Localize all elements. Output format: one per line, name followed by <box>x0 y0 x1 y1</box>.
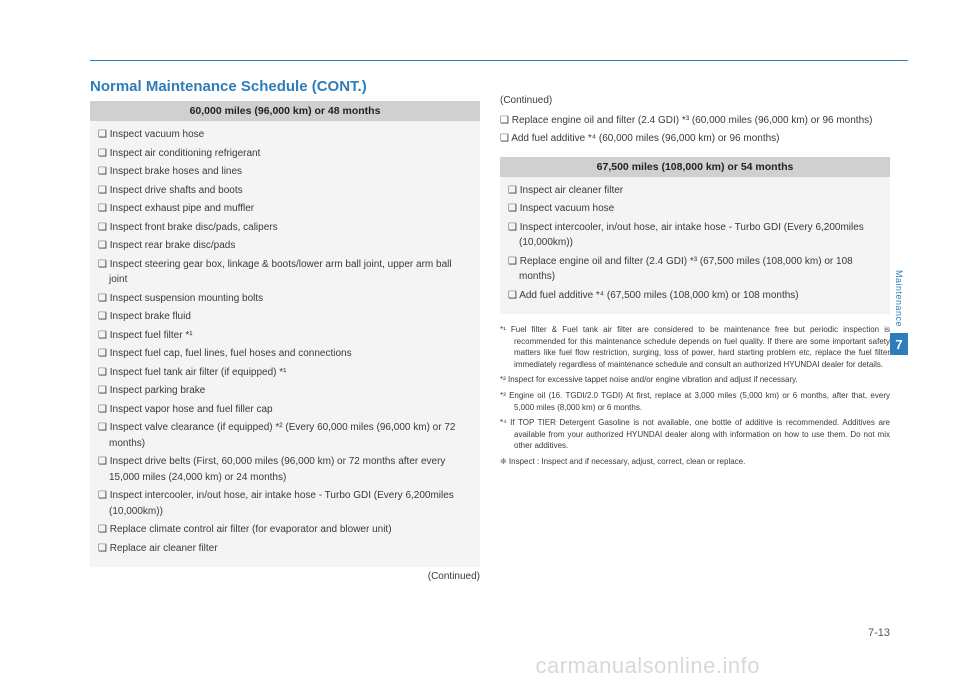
spacer <box>500 78 890 93</box>
footnotes: *¹ Fuel filter & Fuel tank air filter ar… <box>500 324 890 468</box>
side-tab: Maintenance 7 <box>890 270 908 355</box>
list-item: ❑ Inspect brake hoses and lines <box>98 164 472 180</box>
section-header-60k: 60,000 miles (96,000 km) or 48 months <box>90 101 480 121</box>
page-title: Normal Maintenance Schedule (CONT.) <box>90 78 480 95</box>
continued-block: (Continued) ❑ Replace engine oil and fil… <box>500 93 890 147</box>
list-item: ❑ Add fuel additive *⁴ (60,000 miles (96… <box>500 131 890 147</box>
list-item: ❑ Inspect air cleaner filter <box>508 183 882 199</box>
list-item: ❑ Inspect valve clearance (if equipped) … <box>98 420 472 451</box>
list-item: ❑ Inspect steering gear box, linkage & b… <box>98 257 472 288</box>
list-item: ❑ Inspect brake fluid <box>98 309 472 325</box>
right-column: (Continued) ❑ Replace engine oil and fil… <box>500 78 890 582</box>
list-item: ❑ Inspect suspension mounting bolts <box>98 291 472 307</box>
footnote: ❈ Inspect : Inspect and if necessary, ad… <box>500 456 890 468</box>
list-item: ❑ Inspect parking brake <box>98 383 472 399</box>
section-body-67k: ❑ Inspect air cleaner filter ❑ Inspect v… <box>500 177 890 315</box>
continued-label: (Continued) <box>90 571 480 582</box>
top-rule <box>90 60 908 61</box>
list-item: ❑ Inspect exhaust pipe and muffler <box>98 201 472 217</box>
footnote: *⁴ If TOP TIER Detergent Gasoline is not… <box>500 417 890 452</box>
list-item: ❑ Inspect fuel filter *¹ <box>98 328 472 344</box>
list-item: ❑ Replace air cleaner filter <box>98 541 472 557</box>
list-item: ❑ Replace engine oil and filter (2.4 GDI… <box>500 113 890 129</box>
list-item: ❑ Inspect front brake disc/pads, caliper… <box>98 220 472 236</box>
footnote: *¹ Fuel filter & Fuel tank air filter ar… <box>500 324 890 370</box>
side-tab-label: Maintenance <box>894 270 904 333</box>
list-item: ❑ Inspect vapor hose and fuel filler cap <box>98 402 472 418</box>
list-item: ❑ Inspect vacuum hose <box>508 201 882 217</box>
section-header-67k: 67,500 miles (108,000 km) or 54 months <box>500 157 890 177</box>
list-item: ❑ Inspect drive shafts and boots <box>98 183 472 199</box>
section-body-60k: ❑ Inspect vacuum hose ❑ Inspect air cond… <box>90 121 480 567</box>
side-tab-chapter: 7 <box>890 333 908 355</box>
left-column: Normal Maintenance Schedule (CONT.) 60,0… <box>90 78 480 582</box>
list-item: ❑ Inspect intercooler, in/out hose, air … <box>98 488 472 519</box>
page-content: Normal Maintenance Schedule (CONT.) 60,0… <box>90 78 890 582</box>
list-item: ❑ Inspect vacuum hose <box>98 127 472 143</box>
continued-label: (Continued) <box>500 93 890 109</box>
watermark: carmanualsonline.info <box>535 653 760 679</box>
page-number: 7-13 <box>868 627 890 639</box>
list-item: ❑ Inspect fuel cap, fuel lines, fuel hos… <box>98 346 472 362</box>
list-item: ❑ Inspect drive belts (First, 60,000 mil… <box>98 454 472 485</box>
list-item: ❑ Inspect intercooler, in/out hose, air … <box>508 220 882 251</box>
list-item: ❑ Inspect rear brake disc/pads <box>98 238 472 254</box>
list-item: ❑ Replace engine oil and filter (2.4 GDI… <box>508 254 882 285</box>
list-item: ❑ Inspect fuel tank air filter (if equip… <box>98 365 472 381</box>
list-item: ❑ Inspect air conditioning refrigerant <box>98 146 472 162</box>
footnote: *³ Engine oil (16. TGDI/2.0 TGDI) At fir… <box>500 390 890 413</box>
list-item: ❑ Add fuel additive *⁴ (67,500 miles (10… <box>508 288 882 304</box>
footnote: *² Inspect for excessive tappet noise an… <box>500 374 890 386</box>
list-item: ❑ Replace climate control air filter (fo… <box>98 522 472 538</box>
